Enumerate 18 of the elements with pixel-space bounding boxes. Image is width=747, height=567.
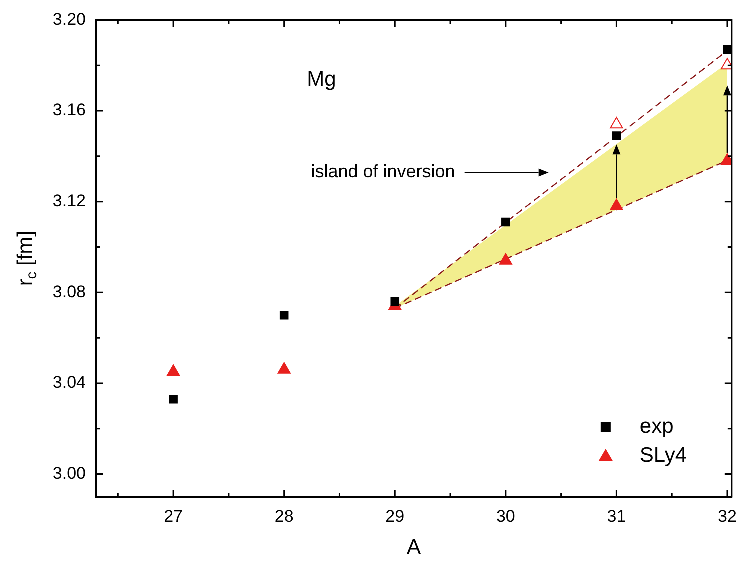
legend-label: SLy4 <box>640 444 688 467</box>
x-tick-label: 28 <box>274 506 294 526</box>
x-tick-label: 30 <box>496 506 516 526</box>
annotation: island of inversion <box>311 162 456 182</box>
y-tick-label: 3.08 <box>52 282 86 302</box>
y-tick-label: 3.00 <box>52 464 86 483</box>
x-tick-label: 31 <box>607 506 626 526</box>
y-axis-title: rc [fm] <box>14 231 40 286</box>
annotation: Mg <box>307 68 336 92</box>
y-tick-label: 3.16 <box>52 100 86 120</box>
x-tick-label: 32 <box>718 506 737 526</box>
y-tick-label: 3.04 <box>52 373 86 392</box>
legend-label: exp <box>640 414 674 438</box>
x-axis-title: A <box>406 536 421 559</box>
x-tick-label: 27 <box>164 506 184 526</box>
x-tick-label: 29 <box>386 506 405 526</box>
y-tick-label: 3.12 <box>52 192 86 211</box>
y-tick-label: 3.20 <box>52 10 86 29</box>
